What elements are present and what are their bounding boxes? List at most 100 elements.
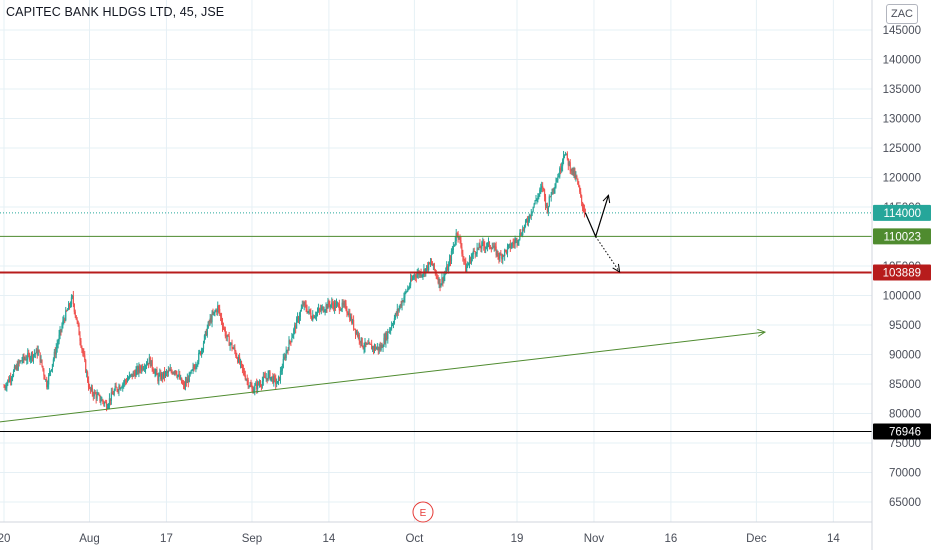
candle-up: [186, 378, 188, 383]
candle-up: [394, 313, 396, 319]
candle-down: [222, 327, 225, 328]
candle-down: [187, 378, 189, 383]
level-label-bg-114000: [873, 204, 931, 221]
earnings-event-marker[interactable]: E: [412, 501, 434, 523]
candle-up: [277, 376, 280, 382]
candle-down: [435, 272, 437, 277]
candle-down: [495, 246, 497, 256]
candle-down: [46, 379, 48, 388]
candle-down: [74, 311, 76, 316]
candle-up: [268, 371, 270, 374]
candle-up: [357, 334, 359, 336]
candle-up: [450, 251, 453, 262]
candle-down: [4, 387, 6, 388]
candle-up: [315, 316, 317, 317]
candle-down: [8, 379, 10, 382]
candle-down: [546, 205, 548, 213]
candle-down: [345, 303, 347, 310]
candle-up: [558, 176, 560, 178]
candle-down: [572, 167, 574, 175]
y-tick-label: 95000: [889, 320, 921, 332]
candle-up: [320, 307, 322, 311]
candle-down: [31, 353, 34, 359]
candle-up: [199, 351, 201, 353]
candle-down: [269, 371, 271, 380]
candle-up: [144, 368, 146, 370]
candle-up: [180, 377, 182, 380]
candle-up: [539, 189, 541, 194]
candle-down: [449, 259, 452, 262]
candle-down: [459, 236, 461, 241]
currency-badge[interactable]: ZAC: [886, 4, 918, 24]
candle-down: [264, 376, 266, 379]
grid-layer: [0, 0, 872, 522]
candle-down: [77, 321, 79, 325]
candle-down: [162, 373, 164, 378]
candle-down: [175, 370, 177, 374]
candle-down: [212, 313, 214, 315]
candle-up: [15, 365, 17, 369]
time-axis[interactable]: 20 Aug 17 Sep 14 Oct 19 Nov 16 Dec 14: [0, 533, 840, 545]
candle-up: [124, 380, 126, 383]
candle-up: [5, 387, 7, 389]
candle-up: [257, 382, 259, 390]
candle-down: [372, 346, 375, 350]
candle-up: [324, 310, 326, 312]
x-tick-label: Nov: [584, 533, 605, 545]
candle-up: [308, 309, 310, 312]
candle-down: [379, 346, 381, 350]
candle-down: [88, 387, 91, 389]
candle-up: [265, 377, 267, 379]
candle-up: [391, 324, 394, 326]
candle-up: [159, 373, 161, 376]
candle-up: [267, 373, 269, 381]
candle-up: [69, 305, 72, 307]
candle-up: [562, 159, 564, 167]
candle-down: [503, 255, 505, 257]
candle-up: [568, 162, 570, 166]
candle-up: [86, 372, 88, 374]
candle-up: [506, 246, 509, 253]
candle-down: [526, 220, 529, 222]
candle-down: [106, 402, 108, 409]
candle-up: [486, 246, 488, 248]
candle-up: [280, 370, 282, 372]
candle-down: [274, 376, 276, 378]
candle-down: [259, 383, 262, 386]
candle-up: [282, 358, 284, 368]
candle-up: [547, 205, 549, 213]
candle-down: [39, 352, 41, 363]
candle-up: [521, 235, 523, 236]
candle-down: [42, 366, 44, 370]
candle-down: [560, 168, 562, 171]
candle-up: [475, 253, 477, 255]
candle-down: [170, 369, 172, 372]
candle-up: [50, 369, 53, 371]
candle-down: [92, 393, 94, 397]
candle-down: [579, 186, 581, 192]
candle-up: [448, 264, 450, 271]
candle-up: [59, 329, 61, 335]
candle-down: [244, 375, 246, 380]
candle-up: [487, 241, 490, 244]
candle-up: [114, 386, 116, 391]
candle-down: [185, 381, 187, 383]
candle-up: [57, 341, 59, 345]
candle-up: [68, 303, 70, 310]
candle-up: [548, 196, 550, 206]
candle-down: [231, 342, 233, 349]
candle-up: [11, 376, 14, 379]
candle-up: [392, 323, 395, 325]
candle-down: [388, 331, 390, 333]
candle-down: [260, 385, 263, 387]
candle-down: [20, 360, 22, 362]
candle-up: [22, 355, 24, 361]
candle-down: [228, 336, 230, 346]
candle-up: [53, 351, 55, 360]
candle-up: [107, 404, 110, 408]
candle-down: [342, 302, 344, 305]
candle-down: [242, 368, 244, 371]
candle-up: [372, 346, 374, 350]
candle-down: [119, 386, 121, 390]
